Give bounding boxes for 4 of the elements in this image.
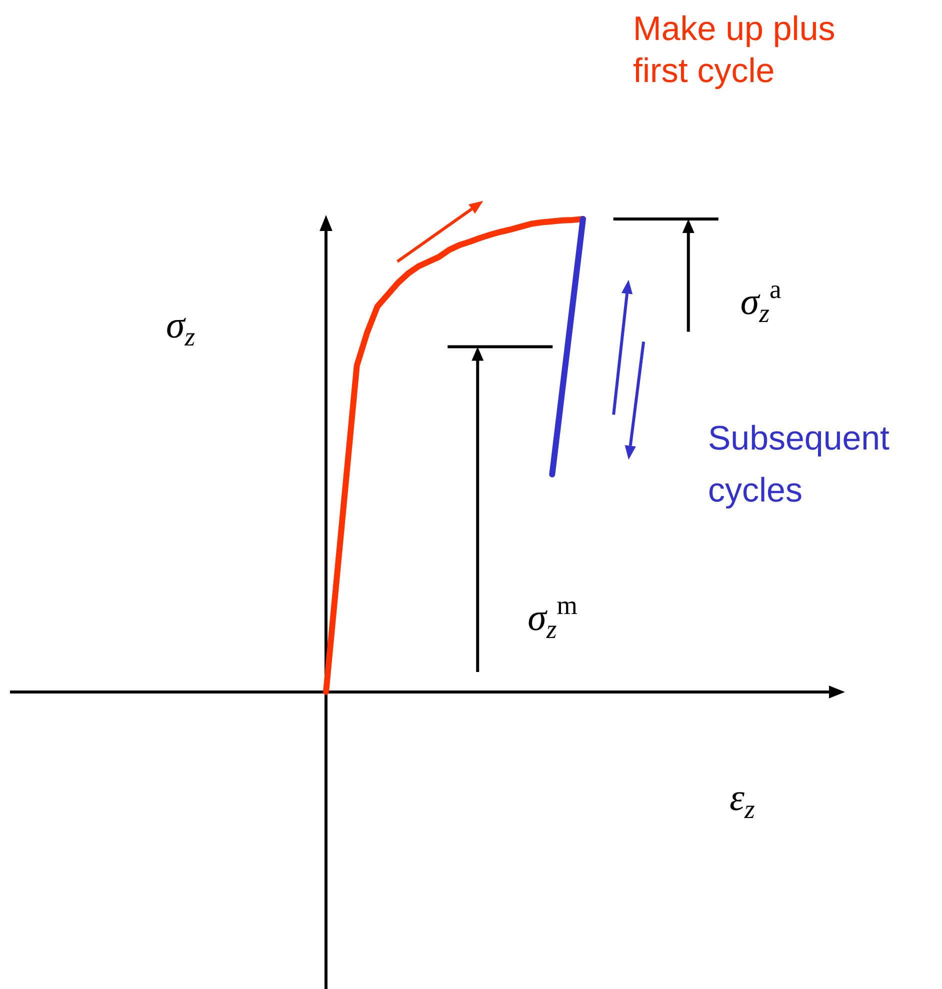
text: Make up plus first cycle — [633, 10, 836, 90]
y-axis-title: σ$_{z}$ — [166, 304, 196, 352]
x-axis-title: ε$_{z}$ — [729, 777, 755, 824]
legend-label: Subsequent cycles — [708, 419, 890, 510]
